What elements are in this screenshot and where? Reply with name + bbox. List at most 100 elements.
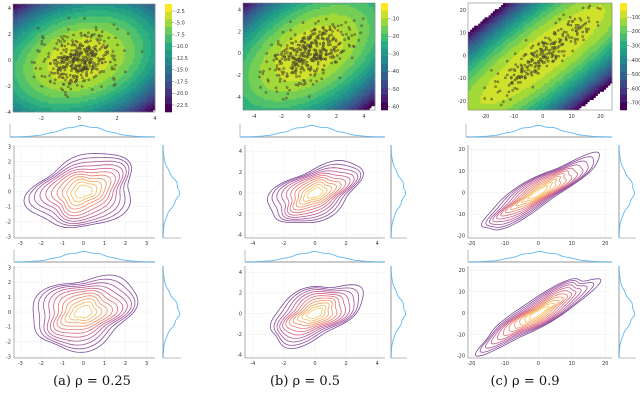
contour-cell bbox=[259, 75, 263, 78]
kde-contour-line bbox=[46, 285, 128, 342]
contour-cell bbox=[59, 14, 62, 17]
contour-cell bbox=[79, 22, 83, 26]
contour-cell bbox=[148, 72, 152, 75]
contour-cell bbox=[146, 8, 150, 11]
contour-cell bbox=[142, 80, 146, 84]
contour-cell bbox=[118, 45, 121, 48]
contour-cell bbox=[69, 10, 73, 13]
contour-cell bbox=[112, 12, 115, 15]
contour-cell bbox=[43, 31, 46, 34]
sample-point bbox=[61, 88, 65, 92]
contour-cell bbox=[45, 31, 48, 34]
contour-cell bbox=[86, 16, 89, 19]
contour-cell bbox=[271, 42, 274, 45]
contour-cell bbox=[140, 4, 144, 7]
contour-cell bbox=[35, 26, 38, 30]
contour-cell bbox=[69, 85, 73, 88]
contour-cell bbox=[92, 41, 95, 44]
contour-cell bbox=[84, 51, 87, 55]
contour-cell bbox=[86, 8, 89, 11]
contour-cell bbox=[263, 25, 266, 28]
contour-cell bbox=[267, 97, 270, 101]
contour-cell bbox=[51, 74, 54, 77]
contour-cell bbox=[98, 66, 101, 69]
sample-point bbox=[66, 95, 69, 99]
contour-cell bbox=[136, 76, 140, 80]
contour-cell bbox=[65, 33, 69, 36]
contour-cell bbox=[86, 85, 89, 88]
contour-cell bbox=[243, 46, 246, 49]
sample-point bbox=[79, 31, 83, 35]
contour-cell bbox=[73, 62, 77, 65]
contour-cell bbox=[244, 97, 248, 101]
kde-contour-line bbox=[23, 153, 133, 228]
contour-cell bbox=[77, 22, 81, 26]
contour-cell bbox=[140, 85, 144, 88]
contour-cell bbox=[77, 93, 81, 96]
contour-cell bbox=[244, 70, 248, 74]
kde-contour-line bbox=[74, 184, 93, 199]
contour-cell bbox=[269, 70, 272, 74]
contour-cell bbox=[116, 105, 119, 109]
contour-cell bbox=[126, 80, 129, 84]
contour-cell bbox=[246, 42, 249, 45]
contour-cell bbox=[144, 47, 148, 50]
contour-cell bbox=[259, 105, 263, 109]
contour-cell bbox=[120, 68, 123, 71]
contour-cell bbox=[65, 68, 69, 71]
contour-cell bbox=[148, 51, 152, 55]
contour-cell bbox=[39, 78, 42, 82]
contour-cell bbox=[49, 89, 52, 92]
y-tick-label: 1 bbox=[8, 295, 11, 301]
contour-cell bbox=[94, 82, 97, 86]
contour-cell bbox=[77, 85, 81, 88]
contour-cell bbox=[100, 76, 103, 80]
contour-cell bbox=[39, 85, 42, 88]
contour-cell bbox=[252, 44, 255, 47]
sample-point bbox=[59, 40, 62, 43]
contour-cell bbox=[136, 51, 140, 55]
contour-cell bbox=[90, 97, 93, 100]
contour-cell bbox=[35, 16, 38, 19]
contour-cell bbox=[45, 24, 48, 28]
contour-cell bbox=[108, 70, 111, 73]
contour-cell bbox=[269, 33, 272, 37]
sample-point bbox=[112, 57, 115, 60]
contour-cell bbox=[45, 53, 48, 57]
contour-cell bbox=[21, 70, 24, 73]
contour-cell bbox=[263, 89, 266, 92]
contour-cell bbox=[31, 6, 34, 9]
contour-cell bbox=[15, 12, 18, 15]
contour-cell bbox=[248, 52, 251, 55]
contour-cell bbox=[118, 93, 121, 96]
contour-cell bbox=[88, 18, 91, 21]
contour-cell bbox=[55, 53, 58, 57]
contour-cell bbox=[122, 89, 125, 92]
sample-point bbox=[81, 76, 84, 80]
contour-cell bbox=[114, 55, 117, 59]
contour-cell bbox=[47, 68, 50, 71]
contour-cell bbox=[33, 41, 36, 44]
contour-cell bbox=[114, 72, 117, 75]
contour-cell bbox=[248, 31, 251, 35]
contour-cell bbox=[35, 105, 38, 109]
contour-cell bbox=[81, 91, 85, 94]
contour-cell bbox=[100, 91, 103, 94]
contour-cell bbox=[73, 70, 77, 73]
contour-cell bbox=[108, 58, 111, 61]
contour-cell bbox=[108, 103, 111, 107]
contour-cell bbox=[112, 26, 115, 30]
contour-cell bbox=[112, 41, 115, 44]
contour-cell bbox=[59, 10, 62, 13]
contour-cell bbox=[25, 22, 28, 26]
contour-cell bbox=[17, 107, 20, 111]
contour-cell bbox=[118, 101, 121, 104]
kde-contour-line bbox=[61, 176, 107, 210]
contour-cell bbox=[90, 109, 93, 113]
contour-cell bbox=[269, 83, 272, 86]
sample-point bbox=[87, 58, 90, 61]
contour-cell bbox=[51, 47, 54, 50]
sample-point bbox=[81, 57, 85, 61]
contour-cell bbox=[259, 52, 263, 55]
contour-cell bbox=[98, 78, 101, 82]
